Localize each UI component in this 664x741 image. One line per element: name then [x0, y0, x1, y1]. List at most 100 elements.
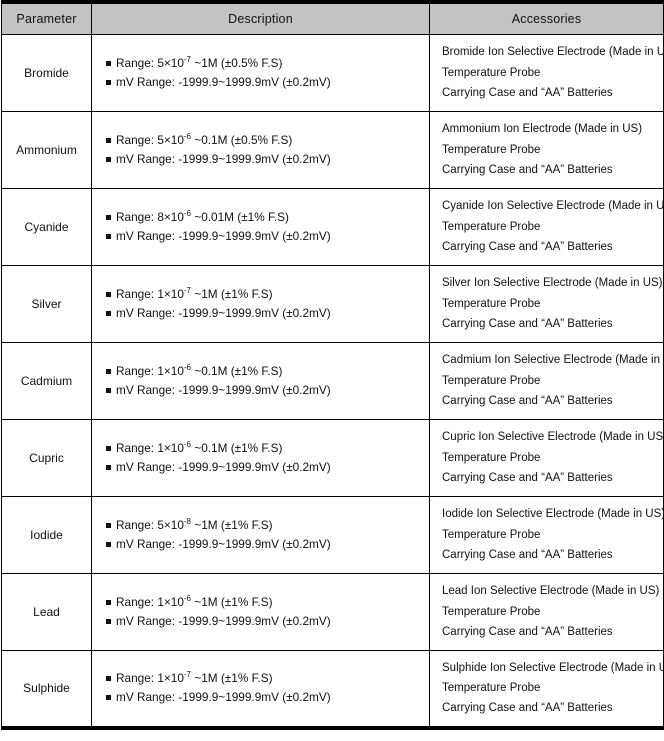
square-bullet-icon	[106, 214, 111, 220]
mv-range-text: mV Range: -1999.9~1999.9mV (±0.2mV)	[116, 537, 331, 551]
mv-range-line: mV Range: -1999.9~1999.9mV (±0.2mV)	[106, 304, 429, 323]
mv-range-line: mV Range: -1999.9~1999.9mV (±0.2mV)	[106, 150, 429, 169]
accessory-item: Carrying Case and “AA” Batteries	[442, 241, 613, 254]
table-row: Cyanide Range: 8×10-6 ~0.01M (±1% F.S) mV …	[1, 188, 664, 266]
column-header-parameter: Parameter	[1, 1, 92, 35]
accessory-item: Carrying Case and “AA” Batteries	[442, 395, 613, 408]
mv-range-text: mV Range: -1999.9~1999.9mV (±0.2mV)	[116, 614, 331, 628]
description-cell: Range: 5×10-7 ~1M (±0.5% F.S) mV Range: -…	[91, 34, 430, 112]
description-cell: Range: 8×10-6 ~0.01M (±1% F.S) mV Range: …	[91, 188, 430, 266]
range-exponent: -7	[183, 54, 192, 64]
accessories-cell: Cadmium Ion Selective Electrode (Made in…	[429, 342, 664, 420]
range-suffix: ~1M (±1% F.S)	[194, 671, 273, 686]
mv-range-line: mV Range: -1999.9~1999.9mV (±0.2mV)	[106, 535, 429, 554]
parameter-cell: Cadmium	[1, 342, 92, 420]
accessory-item: Iodide Ion Selective Electrode (Made in …	[442, 508, 664, 521]
parameter-cell: Ammonium	[1, 111, 92, 189]
square-bullet-icon	[106, 676, 111, 682]
parameter-label: Ammonium	[16, 143, 77, 157]
column-header-accessories: Accessories	[429, 1, 664, 35]
accessory-item: Cyanide Ion Selective Electrode (Made in…	[442, 200, 664, 213]
parameter-cell: Sulphide	[1, 650, 92, 728]
range-prefix: Range: 1×10	[116, 594, 184, 609]
accessories-cell: Cupric Ion Selective Electrode (Made in …	[429, 419, 664, 497]
range-suffix: ~0.1M (±1% F.S)	[194, 363, 283, 378]
accessory-item: Cadmium Ion Selective Electrode (Made in…	[442, 354, 664, 367]
range-prefix: Range: 1×10	[116, 440, 184, 455]
accessory-item: Temperature Probe	[442, 143, 541, 156]
accessories-cell: Sulphide Ion Selective Electrode (Made i…	[429, 650, 664, 728]
accessory-item: Carrying Case and “AA” Batteries	[442, 549, 613, 562]
accessory-item: Carrying Case and “AA” Batteries	[442, 626, 613, 639]
range-line: Range: 8×10-6 ~0.01M (±1% F.S)	[106, 208, 429, 227]
mv-range-text: mV Range: -1999.9~1999.9mV (±0.2mV)	[116, 383, 331, 397]
accessory-item: Carrying Case and “AA” Batteries	[442, 87, 613, 100]
parameter-label: Cupric	[29, 451, 64, 465]
range-exponent: -7	[183, 285, 192, 295]
mv-range-text: mV Range: -1999.9~1999.9mV (±0.2mV)	[116, 75, 331, 89]
range-line: Range: 5×10-8 ~1M (±1% F.S)	[106, 516, 429, 535]
range-exponent: -6	[183, 593, 192, 603]
accessory-item: Ammonium Ion Electrode (Made in US)	[442, 123, 643, 136]
range-suffix: ~1M (±1% F.S)	[194, 517, 273, 532]
header-row: Parameter Description Accessories	[1, 1, 664, 35]
accessory-item: Temperature Probe	[442, 682, 541, 695]
description-cell: Range: 5×10-8 ~1M (±1% F.S) mV Range: -19…	[91, 496, 430, 574]
table-header: Parameter Description Accessories	[1, 1, 664, 35]
parameter-label: Lead	[33, 605, 60, 619]
parameter-label: Iodide	[30, 528, 63, 542]
mv-range-line: mV Range: -1999.9~1999.9mV (±0.2mV)	[106, 381, 429, 400]
square-bullet-icon	[106, 522, 111, 528]
parameter-cell: Silver	[1, 265, 92, 343]
accessory-item: Lead Ion Selective Electrode (Made in US…	[442, 585, 660, 598]
range-line: Range: 1×10-7 ~1M (±1% F.S)	[106, 285, 429, 304]
range-exponent: -6	[183, 439, 192, 449]
range-prefix: Range: 1×10	[116, 671, 184, 686]
accessories-cell: Silver Ion Selective Electrode (Made in …	[429, 265, 664, 343]
accessory-item: Temperature Probe	[442, 297, 541, 310]
accessory-item: Temperature Probe	[442, 528, 541, 541]
mv-range-text: mV Range: -1999.9~1999.9mV (±0.2mV)	[116, 460, 331, 474]
accessory-item: Temperature Probe	[442, 220, 541, 233]
mv-range-line: mV Range: -1999.9~1999.9mV (±0.2mV)	[106, 227, 429, 246]
square-bullet-icon	[106, 368, 111, 374]
accessory-item: Sulphide Ion Selective Electrode (Made i…	[442, 661, 664, 674]
mv-range-text: mV Range: -1999.9~1999.9mV (±0.2mV)	[116, 690, 331, 705]
range-suffix: ~1M (±1% F.S)	[194, 594, 273, 609]
square-bullet-icon	[106, 388, 111, 393]
accessory-item: Carrying Case and “AA” Batteries	[442, 318, 613, 331]
range-exponent: -6	[183, 131, 192, 141]
accessory-item: Temperature Probe	[442, 605, 541, 618]
description-cell: Range: 1×10-7 ~1M (±1% F.S) mV Range: -19…	[91, 265, 430, 343]
range-prefix: Range: 5×10	[116, 132, 184, 147]
description-cell: Range: 1×10-6 ~0.1M (±1% F.S) mV Range: -…	[91, 342, 430, 420]
range-prefix: Range: 1×10	[116, 363, 184, 378]
square-bullet-icon	[106, 157, 111, 162]
range-prefix: Range: 5×10	[116, 55, 184, 70]
parameter-label: Silver	[31, 297, 62, 311]
square-bullet-icon	[106, 465, 111, 470]
accessory-item: Bromide Ion Selective Electrode (Made in…	[442, 46, 664, 59]
parameter-label: Cyanide	[24, 220, 69, 234]
accessories-cell: Cyanide Ion Selective Electrode (Made in…	[429, 188, 664, 266]
square-bullet-icon	[106, 291, 111, 297]
square-bullet-icon	[106, 445, 111, 451]
table-row: Lead Range: 1×10-6 ~1M (±1% F.S) mV Range:…	[1, 573, 664, 651]
square-bullet-icon	[106, 80, 111, 85]
mv-range-line: mV Range: -1999.9~1999.9mV (±0.2mV)	[106, 73, 429, 92]
range-suffix: ~0.1M (±1% F.S)	[194, 440, 283, 455]
range-suffix: ~0.1M (±0.5% F.S)	[194, 132, 293, 147]
square-bullet-icon	[106, 60, 111, 66]
range-line: Range: 1×10-6 ~0.1M (±1% F.S)	[106, 439, 429, 458]
description-cell: Range: 1×10-6 ~0.1M (±1% F.S) mV Range: -…	[91, 419, 430, 497]
range-exponent: -6	[183, 362, 192, 372]
parameter-cell: Cyanide	[1, 188, 92, 266]
square-bullet-icon	[106, 542, 111, 547]
accessory-item: Carrying Case and “AA” Batteries	[442, 472, 613, 485]
table-row: Cadmium Range: 1×10-6 ~0.1M (±1% F.S) mV R…	[1, 342, 664, 420]
range-exponent: -8	[183, 516, 192, 526]
accessories-cell: Lead Ion Selective Electrode (Made in US…	[429, 573, 664, 651]
mv-range-text: mV Range: -1999.9~1999.9mV (±0.2mV)	[116, 152, 331, 166]
